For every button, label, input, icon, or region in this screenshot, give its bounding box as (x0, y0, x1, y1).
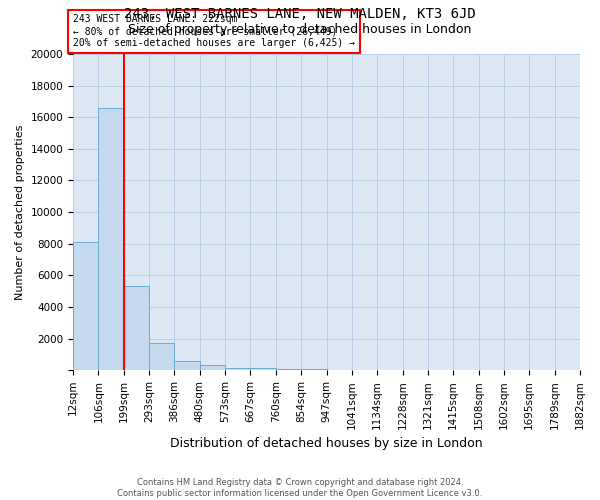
Text: 243 WEST BARNES LANE: 222sqm
← 80% of detached houses are smaller (26,449)
20% o: 243 WEST BARNES LANE: 222sqm ← 80% of de… (73, 14, 355, 48)
Bar (98, 108, 124, 370)
Bar (124, 286, 149, 370)
Bar (175, 360, 200, 370)
X-axis label: Distribution of detached houses by size in London: Distribution of detached houses by size … (170, 437, 483, 450)
Bar (73, 242, 98, 370)
Bar (200, 366, 225, 370)
Bar (250, 368, 276, 370)
Text: Size of property relative to detached houses in London: Size of property relative to detached ho… (128, 22, 472, 36)
Text: 243, WEST BARNES LANE, NEW MALDEN, KT3 6JD: 243, WEST BARNES LANE, NEW MALDEN, KT3 6… (124, 8, 476, 22)
Bar (225, 368, 250, 370)
Bar (149, 342, 175, 370)
Y-axis label: Number of detached properties: Number of detached properties (15, 124, 25, 300)
Bar (276, 368, 301, 370)
Text: Contains HM Land Registry data © Crown copyright and database right 2024.
Contai: Contains HM Land Registry data © Crown c… (118, 478, 482, 498)
